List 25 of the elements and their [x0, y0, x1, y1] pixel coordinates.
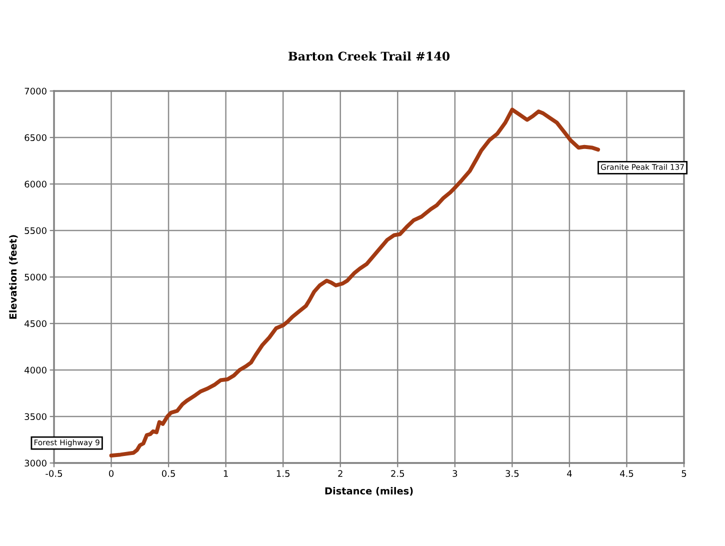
x-axis-title: Distance (miles): [325, 487, 413, 496]
x-tick-label: 3: [452, 470, 458, 477]
y-tick-label: 6500: [24, 134, 46, 142]
y-tick-label: 4000: [24, 366, 46, 374]
x-tick-label: 1.5: [276, 470, 290, 477]
y-axis-title: Elevation (feet): [9, 235, 18, 319]
x-tick-label: 0: [108, 470, 114, 477]
y-tick-label: 3500: [24, 413, 46, 420]
y-tick-label: 4500: [24, 320, 46, 328]
x-tick-label: 4.5: [620, 470, 634, 477]
x-tick-label: -0.5: [46, 470, 62, 477]
y-tick-label: 7000: [24, 88, 46, 95]
x-tick-label: 1: [224, 470, 228, 477]
y-tick-label: 3000: [24, 460, 46, 467]
x-tick-label: 4: [567, 470, 572, 477]
chart-title: Barton Creek Trail #140: [288, 51, 450, 61]
x-tick-label: 2.5: [391, 470, 404, 477]
x-tick-label: 5: [682, 470, 686, 477]
y-tick-label: 5000: [24, 274, 46, 281]
y-tick-label: 5500: [24, 227, 46, 234]
x-tick-label: 0.5: [162, 470, 175, 477]
x-tick-label: 3.5: [506, 470, 519, 477]
x-tick-label: 2: [338, 470, 342, 477]
y-tick-label: 6000: [24, 180, 46, 188]
line-series: [109, 108, 600, 458]
